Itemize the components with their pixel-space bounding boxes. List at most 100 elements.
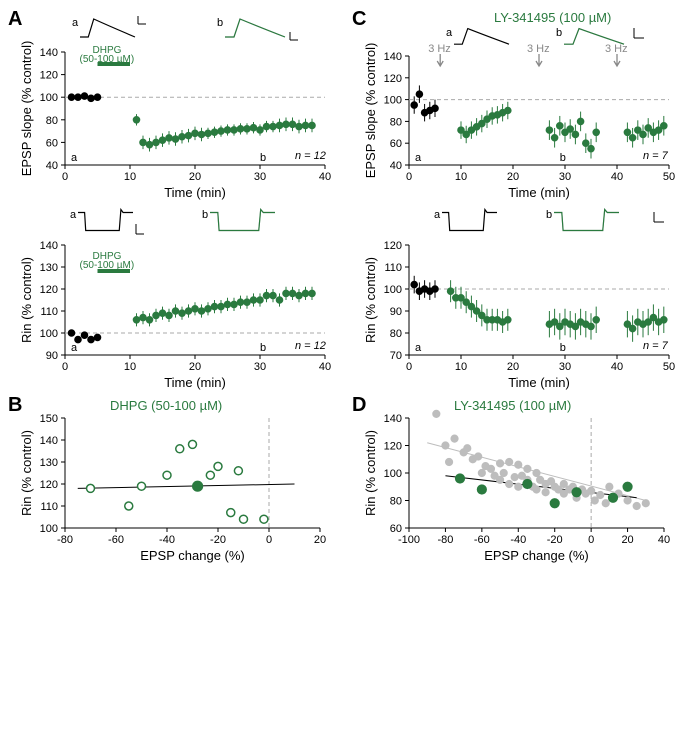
svg-text:10: 10	[455, 171, 467, 183]
svg-text:-60: -60	[474, 534, 490, 546]
svg-text:100: 100	[40, 523, 58, 535]
svg-text:-60: -60	[108, 534, 124, 546]
svg-text:0: 0	[406, 171, 412, 183]
svg-text:10: 10	[124, 361, 136, 373]
svg-text:a: a	[446, 27, 453, 39]
svg-text:30: 30	[559, 171, 571, 183]
svg-text:n = 12: n = 12	[295, 340, 326, 352]
svg-text:a: a	[415, 342, 422, 354]
svg-text:EPSP slope (% control): EPSP slope (% control)	[363, 43, 378, 179]
svg-text:3 Hz: 3 Hz	[428, 43, 451, 55]
svg-text:-80: -80	[437, 534, 453, 546]
svg-text:50: 50	[663, 361, 675, 373]
svg-text:30: 30	[559, 361, 571, 373]
svg-text:a: a	[70, 209, 77, 221]
svg-text:40: 40	[611, 171, 623, 183]
svg-text:100: 100	[384, 284, 402, 296]
svg-text:a: a	[71, 152, 78, 164]
svg-text:-20: -20	[547, 534, 563, 546]
panel-b-svg: DHPG (50-100 µM)-80-60-40-20020100110120…	[10, 396, 340, 566]
panel-b: B DHPG (50-100 µM)-80-60-40-200201001101…	[10, 396, 340, 566]
svg-text:20: 20	[189, 171, 201, 183]
svg-text:b: b	[556, 27, 562, 39]
svg-text:20: 20	[507, 171, 519, 183]
svg-text:a: a	[72, 17, 79, 29]
svg-text:Rin (% control): Rin (% control)	[363, 257, 378, 343]
svg-text:60: 60	[46, 137, 58, 149]
svg-text:LY-341495 (100 µM): LY-341495 (100 µM)	[454, 398, 571, 413]
svg-text:a: a	[415, 152, 422, 164]
svg-text:100: 100	[40, 92, 58, 104]
svg-text:110: 110	[384, 262, 402, 274]
svg-text:50: 50	[663, 171, 675, 183]
svg-text:Rin (% control): Rin (% control)	[363, 430, 378, 516]
panel-c-svg: LY-341495 (100 µM) 0 10 20 30 40 50 40 60 80 100 12…	[354, 10, 684, 390]
svg-text:40: 40	[319, 361, 331, 373]
svg-text:120: 120	[40, 70, 58, 82]
svg-text:80: 80	[46, 115, 58, 127]
svg-text:20: 20	[621, 534, 633, 546]
svg-text:140: 140	[384, 413, 402, 425]
svg-text:40: 40	[390, 160, 402, 172]
svg-text:40: 40	[658, 534, 670, 546]
svg-text:100: 100	[384, 468, 402, 480]
svg-text:120: 120	[384, 73, 402, 85]
panel-d: D LY-341495 (100 µM)-100-80-60-40-200204…	[354, 396, 684, 566]
svg-text:110: 110	[40, 306, 58, 318]
svg-text:DHPG (50-100 µM): DHPG (50-100 µM)	[110, 398, 222, 413]
svg-text:0: 0	[62, 361, 68, 373]
svg-text:EPSP change (%): EPSP change (%)	[484, 548, 589, 563]
svg-text:-40: -40	[159, 534, 175, 546]
svg-text:10: 10	[124, 171, 136, 183]
svg-text:80: 80	[390, 328, 402, 340]
svg-text:20: 20	[507, 361, 519, 373]
svg-text:100: 100	[384, 95, 402, 107]
svg-text:a: a	[434, 209, 441, 221]
svg-text:Time (min): Time (min)	[508, 185, 570, 200]
svg-text:140: 140	[384, 51, 402, 63]
svg-text:110: 110	[40, 501, 58, 513]
panel-a: A 010203040406080100120140Time (min)EPSP…	[10, 10, 340, 390]
svg-text:90: 90	[46, 350, 58, 362]
svg-text:20: 20	[314, 534, 326, 546]
svg-text:3 Hz: 3 Hz	[605, 43, 628, 55]
svg-text:Time (min): Time (min)	[508, 375, 570, 390]
panel-b-label: B	[8, 394, 22, 417]
svg-text:10: 10	[455, 361, 467, 373]
svg-text:-100: -100	[398, 534, 420, 546]
svg-text:b: b	[202, 209, 208, 221]
svg-text:140: 140	[40, 240, 58, 252]
svg-text:30: 30	[254, 361, 266, 373]
svg-text:Time (min): Time (min)	[164, 185, 226, 200]
svg-text:b: b	[560, 152, 566, 164]
svg-text:Rin (% control): Rin (% control)	[19, 430, 34, 516]
svg-text:3 Hz: 3 Hz	[527, 43, 550, 55]
svg-text:140: 140	[40, 435, 58, 447]
panel-d-label: D	[352, 394, 366, 417]
svg-text:40: 40	[319, 171, 331, 183]
svg-text:LY-341495 (100 µM): LY-341495 (100 µM)	[494, 10, 611, 25]
svg-text:Time (min): Time (min)	[164, 375, 226, 390]
svg-text:140: 140	[40, 47, 58, 59]
svg-text:EPSP change (%): EPSP change (%)	[140, 548, 245, 563]
svg-text:0: 0	[266, 534, 272, 546]
svg-text:120: 120	[40, 479, 58, 491]
svg-text:b: b	[560, 342, 566, 354]
svg-text:b: b	[546, 209, 552, 221]
svg-text:120: 120	[384, 441, 402, 453]
svg-text:60: 60	[390, 138, 402, 150]
svg-text:150: 150	[40, 413, 58, 425]
svg-text:130: 130	[40, 262, 58, 274]
panel-d-svg: LY-341495 (100 µM)-100-80-60-40-20020406…	[354, 396, 684, 566]
svg-text:80: 80	[390, 116, 402, 128]
svg-text:b: b	[260, 152, 266, 164]
svg-text:80: 80	[390, 496, 402, 508]
svg-text:30: 30	[254, 171, 266, 183]
svg-text:0: 0	[62, 171, 68, 183]
svg-text:130: 130	[40, 457, 58, 469]
svg-text:b: b	[260, 342, 266, 354]
svg-text:-80: -80	[57, 534, 73, 546]
panel-a-svg: 010203040406080100120140Time (min)EPSP s…	[10, 10, 340, 390]
svg-text:0: 0	[588, 534, 594, 546]
svg-text:(50-100 µM): (50-100 µM)	[80, 260, 135, 271]
